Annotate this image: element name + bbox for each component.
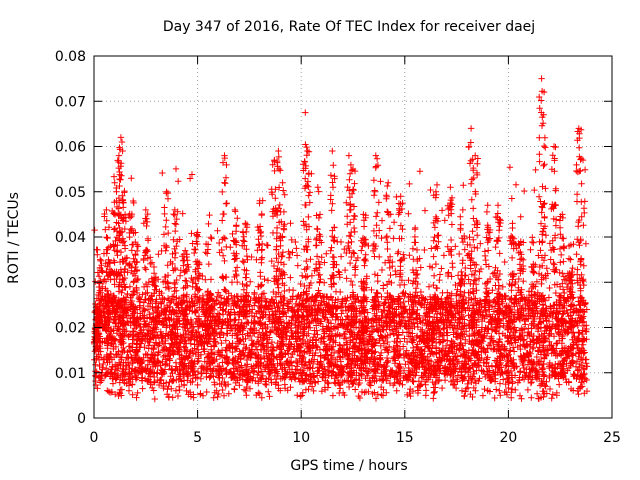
x-tick-label: 25: [603, 430, 621, 446]
y-tick-label: 0.03: [55, 275, 86, 291]
y-tick-label: 0.04: [55, 230, 86, 246]
x-tick-label: 5: [193, 430, 202, 446]
y-tick-label: 0.01: [55, 366, 86, 382]
y-tick-label: 0.02: [55, 321, 86, 337]
y-tick-label: 0.05: [55, 185, 86, 201]
axis-ticks: 0 0.01 0.02 0.03 0.04 0.05 0.06 0.07 0.08 0 5 10 15 2…: [55, 49, 621, 446]
x-tick-label: 15: [396, 430, 414, 446]
x-axis-label: GPS time / hours: [290, 458, 407, 474]
x-tick-label: 10: [292, 430, 310, 446]
chart-title: Day 347 of 2016, Rate Of TEC Index for r…: [163, 19, 535, 35]
data-points: [90, 75, 591, 403]
x-tick-label: 0: [90, 430, 99, 446]
y-tick-label: 0.07: [55, 94, 86, 110]
x-tick-label: 20: [499, 430, 517, 446]
y-axis-label: ROTI / TECUs: [6, 192, 22, 284]
y-tick-label: 0.06: [55, 140, 86, 156]
y-tick-label: 0: [77, 411, 86, 427]
y-tick-label: 0.08: [55, 49, 86, 65]
roti-markers: [90, 75, 591, 403]
